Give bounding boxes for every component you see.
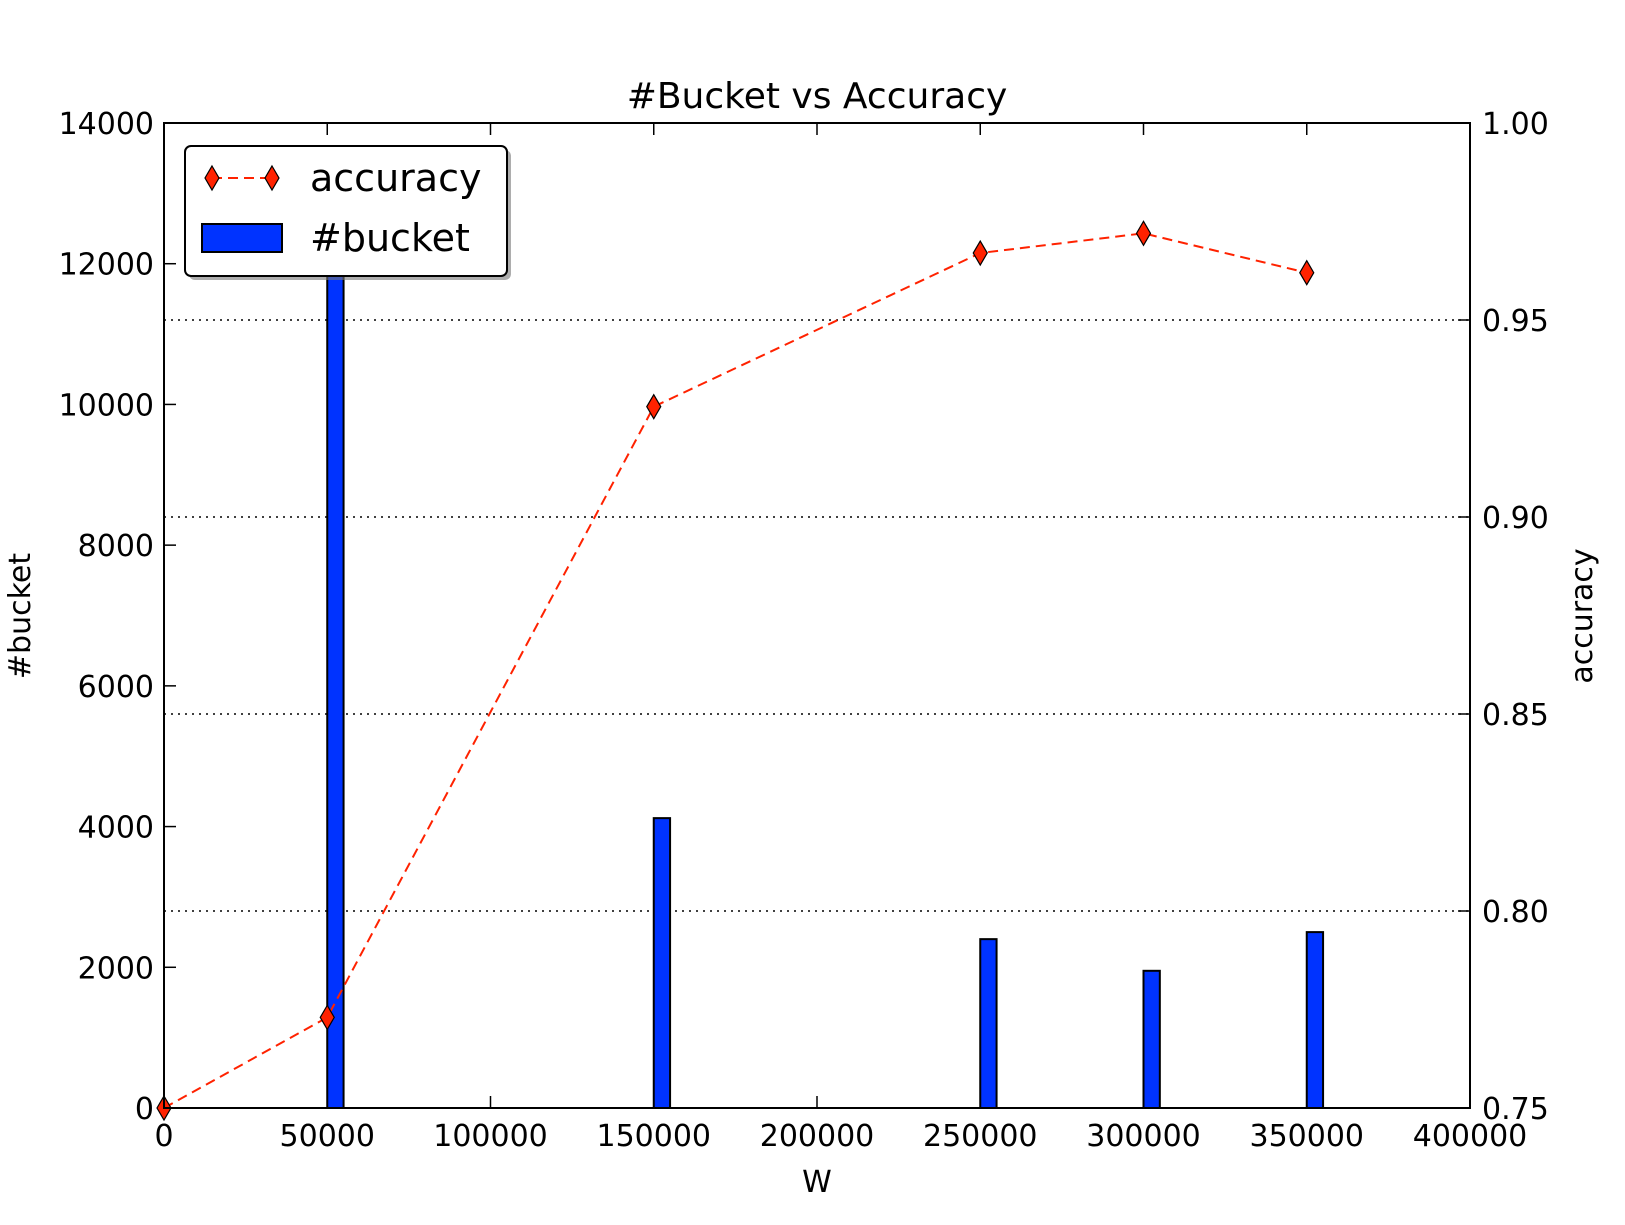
x-tick-label: 300000 xyxy=(1086,1119,1201,1154)
legend-accuracy-marker xyxy=(264,164,280,192)
accuracy-line xyxy=(163,232,1307,1109)
accuracy-point xyxy=(646,393,662,420)
bucket-bar xyxy=(979,938,998,1108)
legend: accuracy #bucket xyxy=(184,145,511,280)
y-left-tick-label: 4000 xyxy=(78,811,154,846)
x-tick-label: 350000 xyxy=(1249,1119,1364,1154)
x-tick-label: 100000 xyxy=(433,1119,548,1154)
legend-bucket-swatch xyxy=(201,223,283,253)
accuracy-point xyxy=(1299,259,1315,286)
y-right-tick-label: 1.00 xyxy=(1482,107,1549,142)
legend-bucket-label: #bucket xyxy=(310,216,470,260)
bucket-bar xyxy=(652,817,672,1108)
x-tick-label: 250000 xyxy=(923,1119,1038,1154)
accuracy-point xyxy=(1135,220,1152,247)
bar-series xyxy=(326,227,1325,1108)
y-left-tick-label: 12000 xyxy=(59,248,154,283)
y-right-tick-label: 0.90 xyxy=(1482,501,1549,536)
bucket-bar xyxy=(1142,969,1161,1108)
y-left-tick-label: 14000 xyxy=(59,107,154,142)
bucket-bar xyxy=(1305,931,1325,1108)
y-right-tick-label: 0.85 xyxy=(1482,698,1549,733)
bucket-bar xyxy=(326,227,345,1108)
y-left-tick-label: 8000 xyxy=(78,529,154,564)
y-left-tick-label: 0 xyxy=(135,1092,154,1127)
x-tick-label: 200000 xyxy=(760,1119,875,1154)
grid-lines xyxy=(164,319,1470,912)
x-axis-title: W xyxy=(802,1165,832,1200)
y-left-axis-title: #bucket xyxy=(3,553,38,679)
legend-accuracy-marker xyxy=(204,164,220,192)
accuracy-point xyxy=(972,239,988,267)
y-right-tick-label: 0.75 xyxy=(1482,1092,1549,1127)
y-left-tick-label: 10000 xyxy=(59,388,154,423)
x-tick-label: 150000 xyxy=(596,1119,711,1154)
x-tick-label: 0 xyxy=(154,1119,173,1154)
axis-ticks: 0.75 0.80 0.85 0.90 0.95 1.00 0 2000 4000 6000 800… xyxy=(59,107,1549,1154)
y-right-axis-title: accuracy xyxy=(1565,548,1600,683)
y-left-tick-label: 2000 xyxy=(78,951,154,986)
y-left-tick-label: 6000 xyxy=(78,670,154,705)
x-tick-label: 400000 xyxy=(1413,1119,1528,1154)
accuracy-point xyxy=(319,1004,335,1031)
y-right-tick-label: 0.95 xyxy=(1482,304,1549,339)
legend-accuracy-label: accuracy xyxy=(310,156,481,200)
y-right-tick-label: 0.80 xyxy=(1482,895,1549,930)
x-tick-label: 50000 xyxy=(280,1119,375,1154)
chart-title: #Bucket vs Accuracy xyxy=(627,76,1008,117)
line-series xyxy=(156,220,1315,1122)
